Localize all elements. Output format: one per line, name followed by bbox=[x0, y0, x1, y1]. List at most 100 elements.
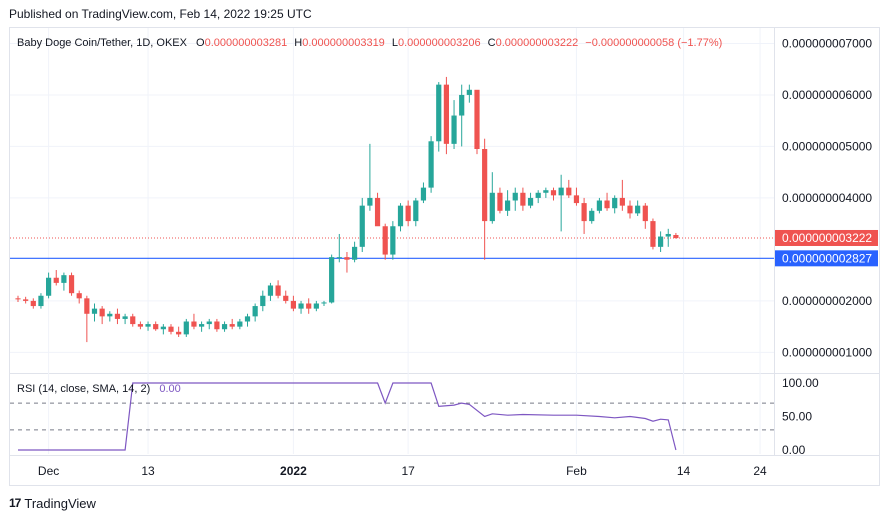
candle-body bbox=[306, 303, 312, 309]
candle-body bbox=[673, 235, 679, 239]
rsi-pane bbox=[10, 382, 774, 451]
candle-body bbox=[420, 187, 427, 201]
candle-body bbox=[497, 192, 503, 211]
candle-body bbox=[474, 89, 480, 150]
price-tick-label: 0.000000002000 bbox=[782, 294, 872, 308]
last-price-badge bbox=[775, 229, 878, 246]
time-axis-border bbox=[9, 455, 880, 486]
legend-open-label: O bbox=[196, 37, 205, 49]
time-axis: Dec 13 2022 17 Feb 14 24 bbox=[38, 464, 767, 478]
candle-body bbox=[589, 210, 595, 222]
candle-body bbox=[130, 316, 136, 325]
candle-body bbox=[229, 324, 235, 327]
candle-body bbox=[191, 321, 197, 327]
candle-body bbox=[336, 257, 342, 259]
grid bbox=[10, 28, 774, 454]
candle-body bbox=[199, 324, 205, 327]
candle-body bbox=[459, 94, 465, 116]
candle-body bbox=[298, 303, 304, 309]
candle-body bbox=[612, 197, 618, 209]
candle-body bbox=[512, 192, 518, 201]
candle-body bbox=[122, 316, 128, 319]
price-tick-label: 0.000000007000 bbox=[782, 36, 872, 50]
candle-body bbox=[566, 187, 572, 196]
candle-body bbox=[443, 84, 449, 144]
candle-body bbox=[527, 197, 534, 206]
candle-body bbox=[581, 203, 587, 222]
horizontal-line-badge-label: 0.000000002827 bbox=[782, 251, 872, 265]
candle-body bbox=[46, 277, 52, 296]
candle-body bbox=[604, 200, 610, 209]
candle-body bbox=[107, 313, 113, 317]
candle-body bbox=[520, 192, 526, 206]
footer-brand-text: TradingView bbox=[24, 495, 96, 511]
candle-body bbox=[114, 313, 121, 319]
candle-body bbox=[221, 324, 228, 330]
candle-body bbox=[84, 298, 90, 314]
candle-body bbox=[267, 285, 274, 296]
candle-body bbox=[367, 197, 373, 206]
candle-body bbox=[214, 321, 220, 330]
rsi-tick-label: 50.00 bbox=[782, 410, 812, 424]
candle-body bbox=[382, 226, 388, 255]
legend-symbol: Baby Doge Coin/Tether, 1D, OKEX bbox=[17, 37, 188, 49]
candle-body bbox=[160, 326, 166, 330]
rsi-tick-label: 100.00 bbox=[782, 376, 819, 390]
time-tick-label: Feb bbox=[566, 464, 587, 478]
legend-high-value: 0.000000003319 bbox=[302, 37, 385, 49]
candle-body bbox=[68, 275, 75, 294]
price-axis: 0.000000007000 0.000000006000 0.0000000050… bbox=[775, 36, 878, 359]
candle-body bbox=[53, 277, 59, 283]
candle-body bbox=[23, 299, 29, 301]
candle-body bbox=[650, 221, 656, 247]
rsi-legend: RSI (14, close, SMA, 14, 2) 0.00 bbox=[17, 383, 181, 395]
rsi-legend-label: RSI (14, close, SMA, 14, 2) bbox=[17, 383, 150, 395]
candle-body bbox=[359, 205, 365, 247]
candle-body bbox=[183, 321, 189, 335]
candle-body bbox=[390, 226, 396, 255]
candle-body bbox=[352, 246, 358, 260]
candle-body bbox=[505, 200, 511, 211]
last-price-badge-label: 0.000000003222 bbox=[782, 231, 872, 245]
tradingview-logo-icon: 17 bbox=[9, 496, 21, 510]
rsi-axis: 100.00 50.00 0.00 bbox=[782, 376, 819, 457]
candle-body bbox=[635, 205, 641, 214]
candle-body bbox=[244, 316, 251, 322]
candle-body bbox=[290, 300, 296, 309]
candle-body bbox=[137, 324, 143, 327]
candle-body bbox=[428, 141, 434, 188]
candle-body bbox=[275, 285, 281, 296]
candle-body bbox=[99, 308, 105, 317]
footer-brand: 17 TradingView bbox=[9, 494, 96, 512]
candle-body bbox=[489, 192, 495, 222]
price-tick-label: 0.000000004000 bbox=[782, 191, 872, 205]
candle-body bbox=[237, 321, 243, 327]
candle-body bbox=[619, 197, 625, 206]
time-tick-label: 24 bbox=[753, 464, 767, 478]
legend-change: −0.000000000058 (−1.77%) bbox=[585, 37, 722, 49]
candle-body bbox=[451, 115, 457, 144]
candle-body bbox=[321, 302, 327, 304]
candle-body bbox=[397, 205, 404, 227]
candle-body bbox=[436, 84, 442, 142]
candle-body bbox=[658, 236, 664, 247]
candle-body bbox=[535, 192, 541, 198]
candle-body bbox=[61, 275, 67, 283]
candle-body bbox=[283, 295, 289, 301]
candle-body bbox=[665, 233, 671, 237]
candle-body bbox=[374, 197, 381, 227]
candle-body bbox=[38, 295, 44, 307]
time-tick-label: Dec bbox=[38, 464, 59, 478]
candle-body bbox=[153, 324, 159, 330]
legend-high-label: H bbox=[294, 37, 302, 49]
candle-body bbox=[15, 298, 21, 300]
legend-line: Baby Doge Coin/Tether, 1D, OKEX O0.00000… bbox=[17, 37, 722, 49]
candle-body bbox=[206, 321, 212, 325]
time-tick-label: 2022 bbox=[280, 464, 307, 478]
candle-body bbox=[558, 187, 564, 196]
time-tick-label: 13 bbox=[141, 464, 155, 478]
price-tick-label: 0.000000005000 bbox=[782, 139, 872, 153]
candle-body bbox=[344, 257, 350, 260]
legend-open-value: 0.000000003281 bbox=[205, 37, 288, 49]
